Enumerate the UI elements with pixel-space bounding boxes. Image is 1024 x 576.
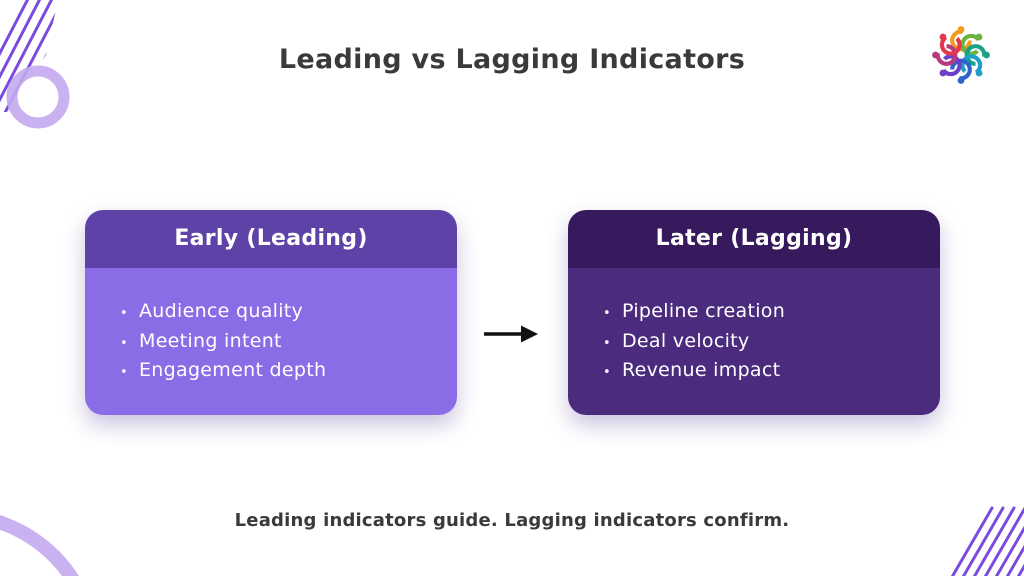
lagging-items-list: • Pipeline creation • Deal velocity • Re… xyxy=(603,298,922,387)
card-header-leading: Early (Leading) xyxy=(85,210,457,268)
logo-swirl xyxy=(964,44,987,66)
list-item-label: Revenue impact xyxy=(622,359,781,381)
bullet-icon: • xyxy=(120,335,128,351)
list-item-label: Engagement depth xyxy=(139,359,327,381)
logo-swirl xyxy=(935,44,958,66)
footer-takeaway: Leading indicators guide. Lagging indica… xyxy=(234,510,790,531)
bullet-icon: • xyxy=(603,335,611,351)
list-item: • Meeting intent xyxy=(120,328,439,358)
bullet-icon: • xyxy=(120,365,128,380)
list-item: • Audience quality xyxy=(120,298,439,328)
list-item: • Deal velocity xyxy=(603,328,922,358)
page-title: Leading vs Lagging Indicators xyxy=(278,44,746,75)
list-item-label: Audience quality xyxy=(139,300,304,322)
arrow-right-icon xyxy=(484,325,538,343)
list-item: • Engagement depth xyxy=(120,357,439,387)
card-header-lagging: Later (Lagging) xyxy=(568,210,940,268)
list-item: • Pipeline creation xyxy=(603,298,922,328)
list-item: • Revenue impact xyxy=(603,357,922,387)
indicator-card-leading: Early (Leading) • Audience quality • Mee… xyxy=(85,210,457,415)
company-logo-icon xyxy=(932,26,990,84)
list-item-label: Deal velocity xyxy=(622,329,750,352)
bullet-icon: • xyxy=(120,306,128,321)
stripes-ring-decoration xyxy=(0,0,70,129)
card-body-lagging: • Pipeline creation • Deal velocity • Re… xyxy=(568,268,940,415)
stripes-decoration xyxy=(950,506,1024,576)
list-item-label: Pipeline creation xyxy=(622,300,786,322)
bullet-icon: • xyxy=(603,365,611,380)
arc-decoration xyxy=(0,515,79,576)
logo-swirl xyxy=(960,33,983,56)
arrow-head xyxy=(521,325,538,343)
card-body-leading: • Audience quality • Meeting intent • En… xyxy=(85,268,457,415)
logo-swirl xyxy=(950,58,972,81)
bullet-icon: • xyxy=(603,306,611,321)
logo-swirl xyxy=(950,29,972,52)
indicator-card-lagging: Later (Lagging) • Pipeline creation • De… xyxy=(568,210,940,415)
leading-items-list: • Audience quality • Meeting intent • En… xyxy=(120,298,439,387)
list-item-label: Meeting intent xyxy=(139,329,282,352)
ring-icon xyxy=(6,65,70,129)
logo-swirl xyxy=(939,54,962,77)
